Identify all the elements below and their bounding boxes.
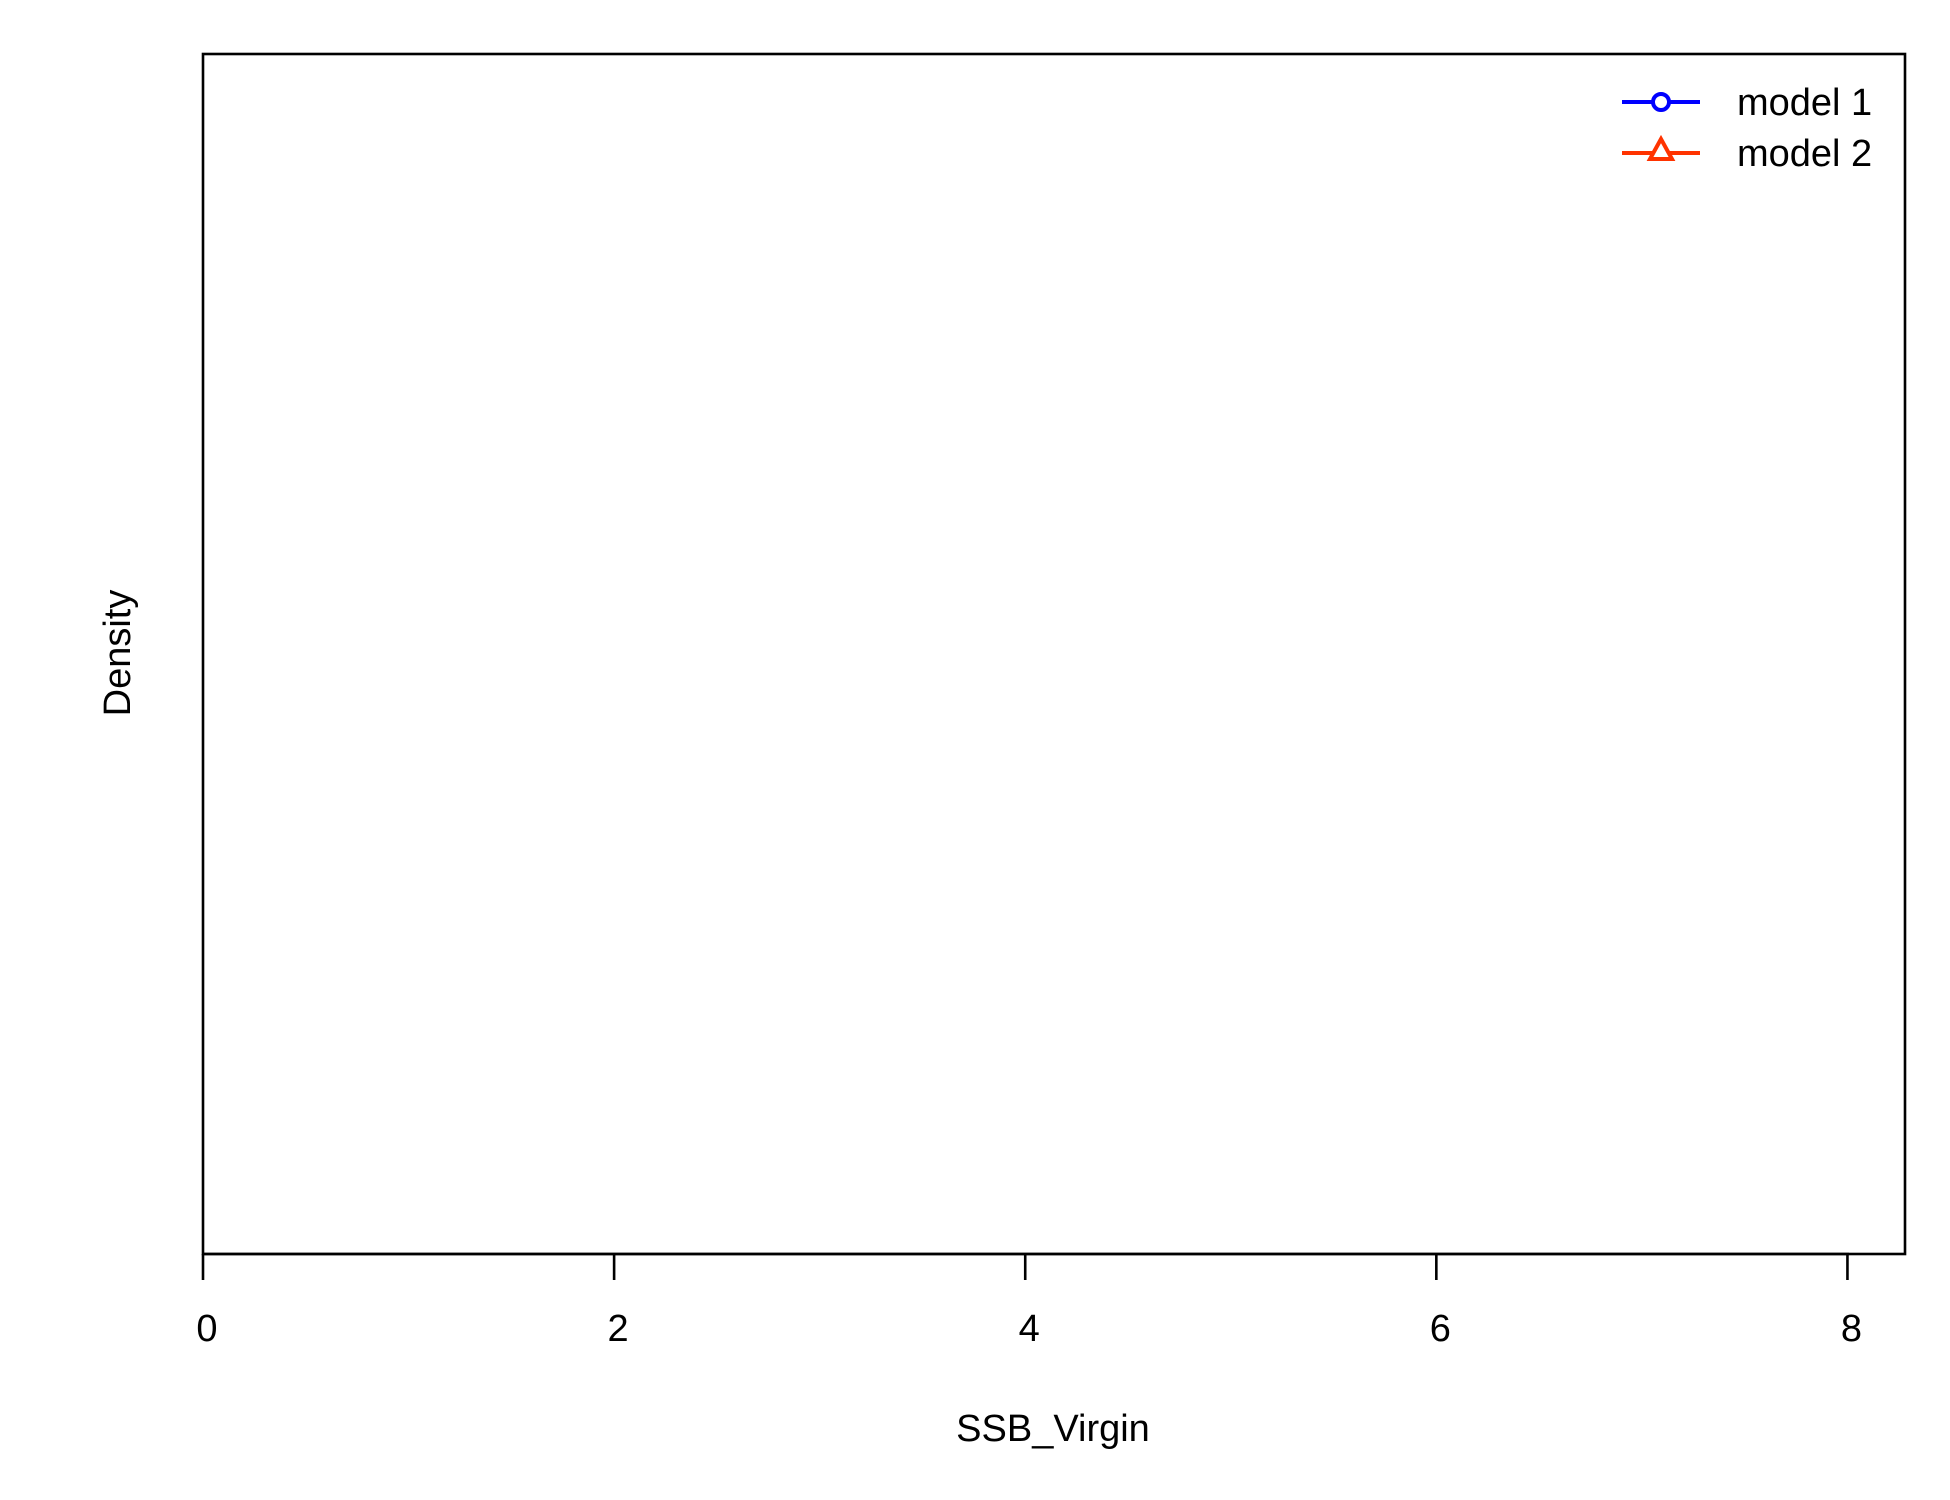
y-axis-title: Density bbox=[97, 590, 139, 717]
x-axis-title: SSB_Virgin bbox=[956, 1408, 1150, 1450]
x-ticks: 0 2 4 6 8 bbox=[196, 1254, 1862, 1350]
legend-label: model 2 bbox=[1737, 133, 1872, 175]
legend-entry: model 1 bbox=[1622, 82, 1872, 124]
legend-label: model 1 bbox=[1737, 82, 1872, 124]
x-tick-label: 6 bbox=[1430, 1308, 1451, 1350]
x-tick-label: 0 bbox=[196, 1308, 217, 1350]
x-tick-label: 4 bbox=[1019, 1308, 1040, 1350]
legend: model 1 model 2 bbox=[1622, 82, 1872, 175]
legend-entry: model 2 bbox=[1622, 133, 1872, 175]
legend-circle-marker bbox=[1651, 92, 1671, 112]
x-tick-label: 8 bbox=[1841, 1308, 1862, 1350]
legend-triangle-marker bbox=[1646, 134, 1676, 161]
plot-box bbox=[201, 52, 1907, 1256]
x-tick-label: 2 bbox=[608, 1308, 629, 1350]
x-axis: 0 2 4 6 8 bbox=[196, 1252, 1862, 1350]
